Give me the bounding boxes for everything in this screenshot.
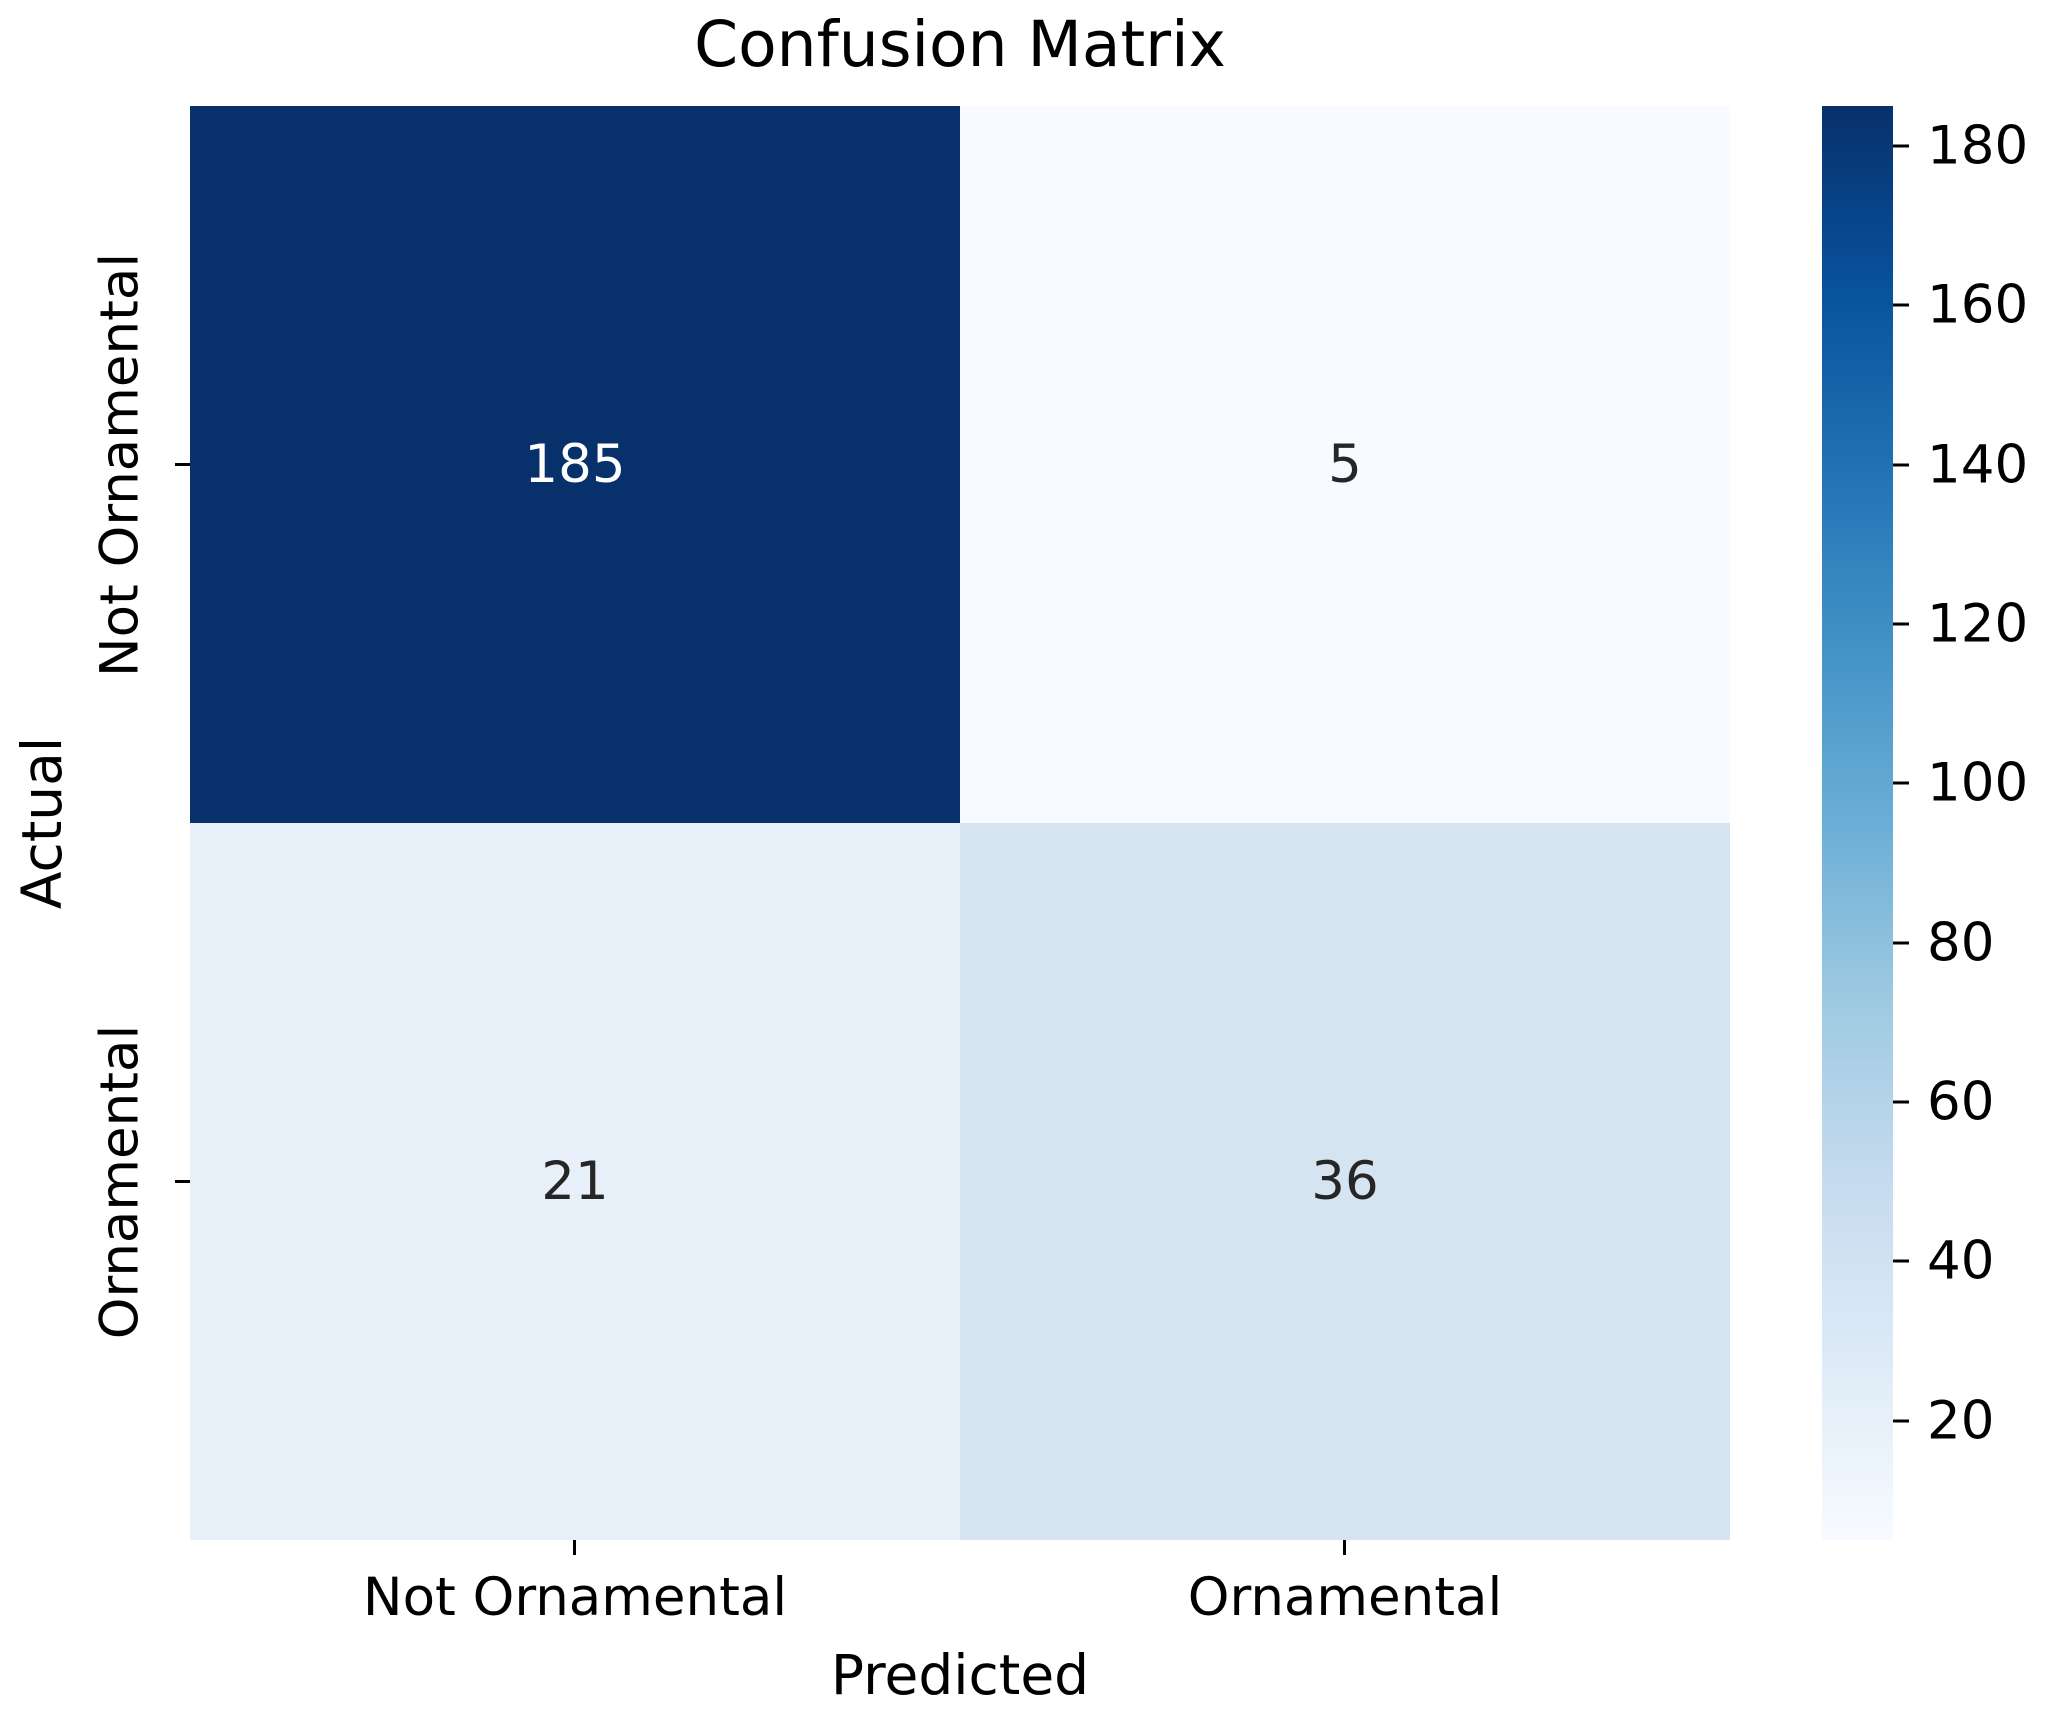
colorbar-tick-label: 40: [1927, 1230, 1995, 1292]
colorbar: [1822, 106, 1893, 1540]
cell-value: 185: [524, 434, 626, 495]
x-tick-label-ornamental: Ornamental: [1187, 1567, 1503, 1628]
x-tick-label-not-ornamental: Not Ornamental: [362, 1567, 788, 1628]
cell-value: 36: [1311, 1151, 1379, 1212]
colorbar-tick-label: 140: [1927, 434, 2029, 495]
chart-title: Confusion Matrix: [694, 8, 1226, 81]
y-axis-title: Actual: [10, 736, 74, 910]
y-tick-mark: [175, 463, 190, 466]
colorbar-tick-label: 100: [1927, 752, 2029, 814]
colorbar-tick-mark: [1893, 781, 1909, 785]
heatmap-cell-tn: 185: [190, 106, 960, 823]
colorbar-tick-label: 180: [1927, 115, 2029, 177]
x-tick-mark: [573, 1540, 576, 1555]
colorbar-tick-mark: [1893, 622, 1909, 626]
cell-value: 5: [1328, 434, 1362, 495]
colorbar-tick-mark: [1893, 941, 1909, 944]
heatmap-cell-tp: 36: [960, 823, 1730, 1540]
x-tick-mark: [1343, 1540, 1346, 1555]
colorbar-tick-mark: [1893, 303, 1909, 307]
colorbar-tick-mark: [1893, 1259, 1909, 1263]
colorbar-tick-label: 120: [1927, 593, 2029, 655]
colorbar-tick-mark: [1893, 1419, 1909, 1422]
colorbar-tick-label: 160: [1927, 274, 2029, 336]
x-axis-title: Predicted: [830, 1643, 1090, 1707]
y-tick-mark: [175, 1180, 190, 1183]
colorbar-tick-mark: [1893, 144, 1909, 148]
colorbar-tick-label: 60: [1927, 1071, 1995, 1133]
colorbar-tick-label: 20: [1927, 1390, 1995, 1451]
heatmap: 185 5 21 36: [190, 106, 1730, 1540]
heatmap-cell-fp: 5: [960, 106, 1730, 823]
colorbar-tick-mark: [1893, 1100, 1909, 1104]
y-tick-label-ornamental: Ornamental: [89, 1024, 151, 1340]
colorbar-tick-label: 80: [1927, 912, 1995, 973]
colorbar-ticks: 20 40 60 80 100 120 140 160 180: [1893, 106, 2051, 1540]
heatmap-cell-fn: 21: [190, 823, 960, 1540]
cell-value: 21: [541, 1151, 609, 1212]
colorbar-tick-mark: [1893, 463, 1909, 466]
y-tick-label-not-ornamental: Not Ornamental: [89, 252, 151, 678]
